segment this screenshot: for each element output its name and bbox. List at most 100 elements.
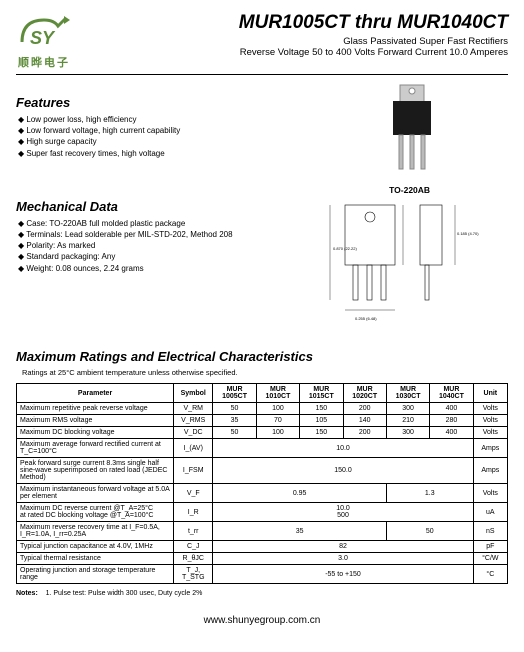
cell-parameter: Peak forward surge current 8.3ms single …	[17, 458, 174, 484]
notes-label: Notes:	[16, 590, 38, 597]
notes-text: 1. Pulse test: Pulse width 300 usec, Dut…	[46, 590, 203, 597]
cell-unit: Amps	[473, 458, 507, 484]
cell-symbol: I_R	[174, 503, 213, 522]
cell-value: 70	[256, 415, 299, 427]
mechanical-list: Case: TO-220AB full molded plastic packa…	[18, 218, 301, 274]
cell-symbol: t_rr	[174, 522, 213, 541]
package-drawing-icon: 0.870 (22.22) 0.185 (4.70) 0.255 (6.48)	[325, 195, 495, 335]
cell-value: 35	[213, 522, 387, 541]
th-part: MUR 1040CT	[430, 384, 473, 403]
cell-value: 150	[300, 427, 343, 439]
mech-item: Standard packaging: Any	[18, 251, 301, 262]
svg-text:0.185 (4.70): 0.185 (4.70)	[457, 231, 479, 236]
cell-value: 280	[430, 415, 473, 427]
mech-item: Polarity: As marked	[18, 240, 301, 251]
ratings-heading: Maximum Ratings and Electrical Character…	[16, 349, 508, 364]
th-symbol: Symbol	[174, 384, 213, 403]
cell-symbol: I_(AV)	[174, 439, 213, 458]
cell-unit: Volts	[473, 427, 507, 439]
features-list: Low power loss, high efficiency Low forw…	[18, 114, 301, 159]
cell-value: 1.3	[386, 484, 473, 503]
cell-value: 400	[430, 403, 473, 415]
cell-value: 100	[256, 427, 299, 439]
cell-symbol: V_RMS	[174, 415, 213, 427]
table-row: Maximum DC reverse current @T_A=25°C at …	[17, 503, 508, 522]
svg-text:0.255 (6.48): 0.255 (6.48)	[355, 316, 377, 321]
title-block: MUR1005CT thru MUR1040CT Glass Passivate…	[72, 12, 508, 60]
th-part: MUR 1010CT	[256, 384, 299, 403]
table-row: Operating junction and storage temperatu…	[17, 565, 508, 584]
cell-unit: °C	[473, 565, 507, 584]
logo: SY 顺晔电子	[16, 12, 72, 70]
feature-item: Low power loss, high efficiency	[18, 114, 301, 125]
table-row: Maximum RMS voltageV_RMS3570105140210280…	[17, 415, 508, 427]
footer-url: www.shunyegroup.com.cn	[16, 615, 508, 626]
th-part: MUR 1020CT	[343, 384, 386, 403]
cell-value: 100	[256, 403, 299, 415]
cell-value: 10.0 500	[213, 503, 473, 522]
cell-unit: nS	[473, 522, 507, 541]
header-divider	[16, 74, 508, 75]
cell-parameter: Typical junction capacitance at 4.0V, 1M…	[17, 541, 174, 553]
header: SY 顺晔电子 MUR1005CT thru MUR1040CT Glass P…	[16, 12, 508, 70]
cell-unit: °C/W	[473, 553, 507, 565]
subtitle-2: Reverse Voltage 50 to 400 Volts Forward …	[72, 47, 508, 58]
cell-value: 200	[343, 403, 386, 415]
cell-parameter: Maximum instantaneous forward voltage at…	[17, 484, 174, 503]
cell-parameter: Maximum average forward rectified curren…	[17, 439, 174, 458]
cell-symbol: V_F	[174, 484, 213, 503]
cell-symbol: I_FSM	[174, 458, 213, 484]
mechanical-heading: Mechanical Data	[16, 199, 301, 214]
cell-parameter: Maximum RMS voltage	[17, 415, 174, 427]
th-unit: Unit	[473, 384, 507, 403]
cell-parameter: Operating junction and storage temperatu…	[17, 565, 174, 584]
cell-parameter: Typical thermal resistance	[17, 553, 174, 565]
th-part: MUR 1030CT	[386, 384, 429, 403]
table-row: Maximum reverse recovery time at I_F=0.5…	[17, 522, 508, 541]
body-upper: Features Low power loss, high efficiency…	[16, 83, 508, 337]
cell-value: 50	[213, 403, 256, 415]
cell-value: 10.0	[213, 439, 473, 458]
table-row: Maximum repetitive peak reverse voltageV…	[17, 403, 508, 415]
cell-value: 200	[343, 427, 386, 439]
table-row: Typical junction capacitance at 4.0V, 1M…	[17, 541, 508, 553]
cell-symbol: V_DC	[174, 427, 213, 439]
cell-value: 105	[300, 415, 343, 427]
table-row: Maximum DC blocking voltageV_DC501001502…	[17, 427, 508, 439]
left-column: Features Low power loss, high efficiency…	[16, 83, 301, 274]
cell-unit: Volts	[473, 403, 507, 415]
package-photo-icon	[375, 83, 445, 173]
cell-symbol: R_θJC	[174, 553, 213, 565]
features-heading: Features	[16, 95, 301, 110]
th-part: MUR 1005CT	[213, 384, 256, 403]
cell-value: 3.0	[213, 553, 473, 565]
cell-value: 300	[386, 403, 429, 415]
subtitle-1: Glass Passivated Super Fast Rectifiers	[72, 36, 508, 47]
cell-parameter: Maximum DC reverse current @T_A=25°C at …	[17, 503, 174, 522]
ratings-table: Parameter Symbol MUR 1005CT MUR 1010CT M…	[16, 383, 508, 584]
cell-value: 0.95	[213, 484, 387, 503]
cell-value: 140	[343, 415, 386, 427]
cell-unit: uA	[473, 503, 507, 522]
cell-unit: pF	[473, 541, 507, 553]
cell-unit: Amps	[473, 439, 507, 458]
cell-symbol: C_J	[174, 541, 213, 553]
notes: Notes: 1. Pulse test: Pulse width 300 us…	[16, 590, 508, 597]
svg-text:SY: SY	[30, 28, 56, 48]
cell-value: 300	[386, 427, 429, 439]
mech-item: Terminals: Lead solderable per MIL-STD-2…	[18, 229, 301, 240]
cell-value: 50	[386, 522, 473, 541]
cell-unit: Volts	[473, 484, 507, 503]
table-row: Typical thermal resistanceR_θJC3.0°C/W	[17, 553, 508, 565]
package-label: TO-220AB	[311, 185, 508, 195]
feature-item: Super fast recovery times, high voltage	[18, 148, 301, 159]
cell-value: 35	[213, 415, 256, 427]
mech-item: Case: TO-220AB full molded plastic packa…	[18, 218, 301, 229]
cell-value: 50	[213, 427, 256, 439]
feature-item: Low forward voltage, high current capabi…	[18, 125, 301, 136]
cell-value: 150	[300, 403, 343, 415]
cell-value: 82	[213, 541, 473, 553]
table-row: Maximum average forward rectified curren…	[17, 439, 508, 458]
feature-item: High surge capacity	[18, 136, 301, 147]
table-row: Maximum instantaneous forward voltage at…	[17, 484, 508, 503]
